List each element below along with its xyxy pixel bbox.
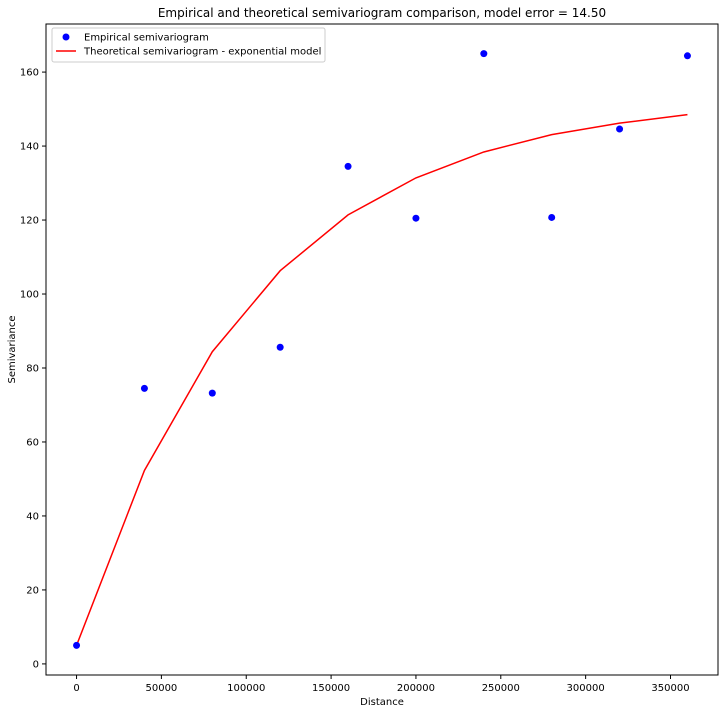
x-tick-label: 200000 [397,683,435,694]
x-tick-label: 350000 [651,683,689,694]
legend-label-empirical: Empirical semivariogram [84,33,209,44]
y-tick-label: 0 [33,659,39,670]
empirical-point [276,343,284,351]
legend: Empirical semivariogram Theoretical semi… [51,27,326,63]
y-tick-label: 120 [20,216,39,227]
chart-title: Empirical and theoretical semivariogram … [158,6,606,20]
x-tick-label: 0 [73,683,79,694]
y-axis-ticks: 0 20 40 60 80 100 120 140 160 [20,68,46,670]
legend-box [51,27,326,63]
x-tick-label: 100000 [227,683,265,694]
empirical-point [344,162,352,170]
empirical-point [412,214,420,222]
y-tick-label: 60 [26,437,39,448]
x-axis-ticks: 0 50000 100000 150000 200000 250000 300000 3500… [73,675,690,694]
y-tick-label: 140 [20,142,39,153]
y-tick-label: 80 [26,363,39,374]
empirical-point [683,52,691,60]
x-tick-label: 250000 [482,683,520,694]
empirical-point [548,213,556,221]
empirical-point [73,641,81,649]
x-tick-label: 50000 [145,683,177,694]
legend-marker-empirical [62,33,70,41]
x-tick-label: 150000 [312,683,350,694]
empirical-point [480,50,488,58]
series-layer [73,50,691,649]
x-axis-label: Distance [360,697,404,708]
y-axis-label: Semivariance [7,315,18,383]
legend-label-theoretical: Theoretical semivariogram - exponential … [83,47,321,58]
empirical-point [208,389,216,397]
x-tick-label: 300000 [567,683,605,694]
y-tick-label: 40 [26,511,39,522]
empirical-point [140,384,148,392]
plot-frame [45,23,719,676]
empirical-point [616,125,624,133]
y-tick-label: 160 [20,68,39,79]
y-tick-label: 100 [20,290,39,301]
y-tick-label: 20 [26,585,39,596]
theoretical-model-line [75,113,688,646]
